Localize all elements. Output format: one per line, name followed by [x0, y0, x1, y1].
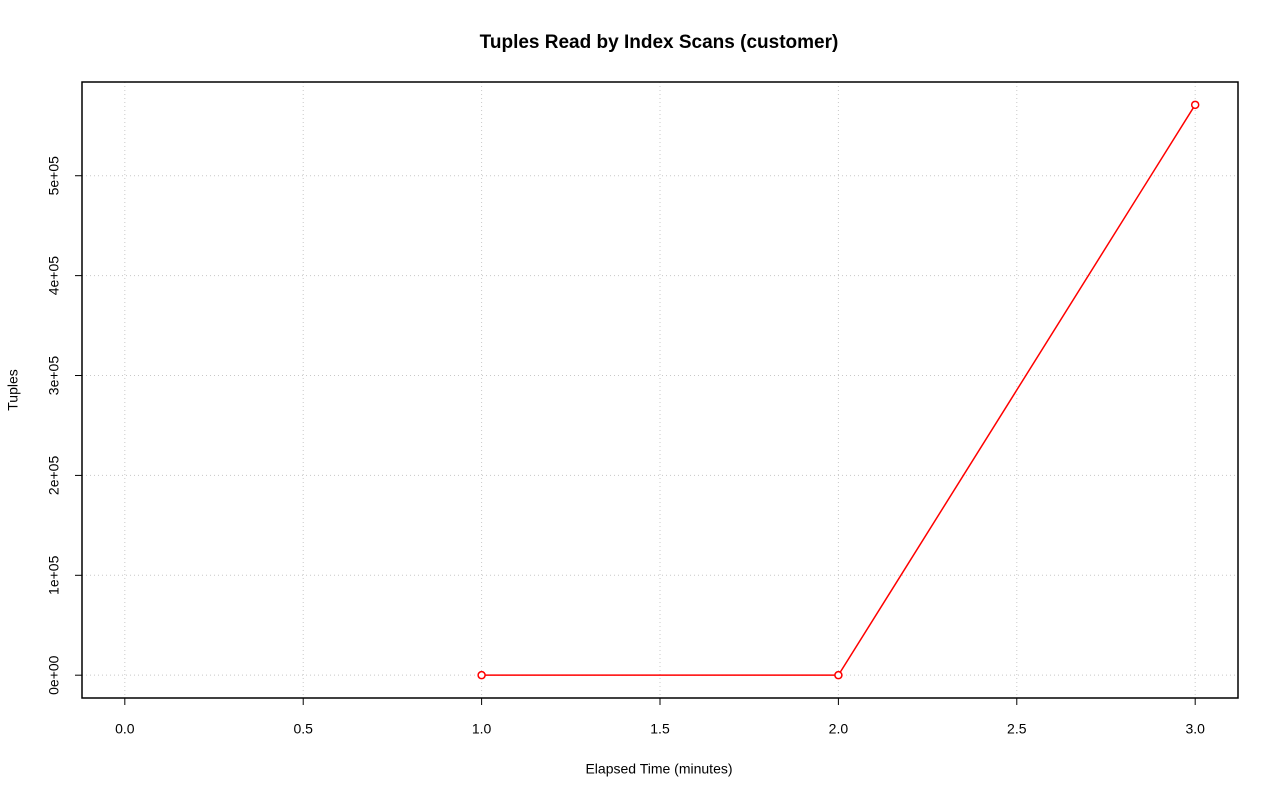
x-tick-label: 2.5: [1007, 721, 1027, 737]
x-tick-label: 0.5: [293, 721, 313, 737]
data-point: [477, 670, 486, 680]
x-tick-label: 1.5: [650, 721, 670, 737]
data-point: [834, 670, 843, 680]
x-tick-label: 3.0: [1185, 721, 1205, 737]
y-tick-label: 0e+00: [46, 655, 62, 695]
y-tick-label: 2e+05: [46, 456, 62, 496]
x-tick-label: 1.0: [472, 721, 492, 737]
y-axis-title: Tuples: [5, 369, 21, 411]
x-tick-label: 2.0: [829, 721, 849, 737]
x-tick-label: 0.0: [115, 721, 135, 737]
chart-title: Tuples Read by Index Scans (customer): [480, 32, 839, 53]
x-axis-title: Elapsed Time (minutes): [585, 761, 732, 777]
y-tick-label: 3e+05: [46, 356, 62, 396]
y-tick-label: 4e+05: [46, 256, 62, 296]
plot-frame: [81, 81, 1239, 699]
data-point: [1190, 100, 1200, 110]
y-tick-label: 5e+05: [46, 156, 62, 196]
y-tick-label: 1e+05: [46, 555, 62, 595]
